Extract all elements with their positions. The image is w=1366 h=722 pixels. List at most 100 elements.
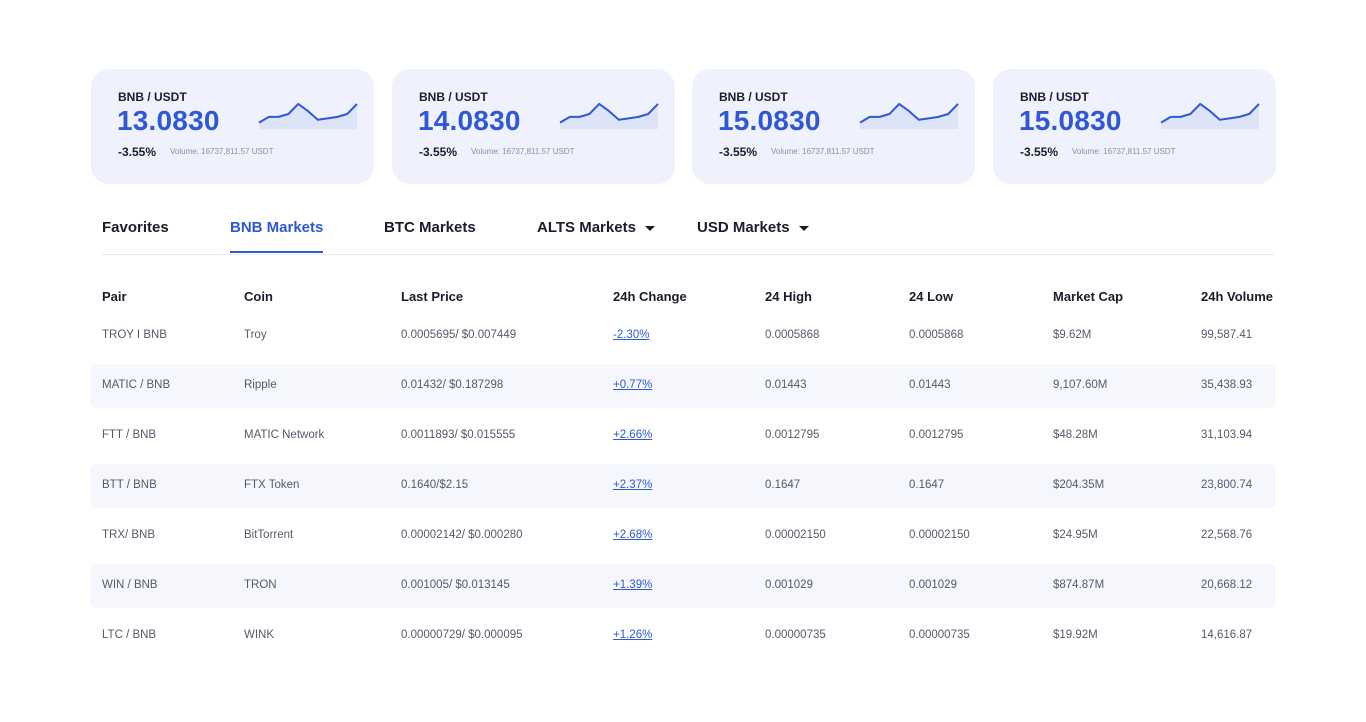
cell-last-price: 0.001005/ $0.013145 — [401, 579, 510, 591]
cell-pair: BTT / BNB — [102, 479, 157, 491]
ticker-card[interactable]: BNB / USDT 15.0830 -3.55% Volume: 16737,811… — [993, 69, 1276, 184]
cell-24h-volume: 14,616.87 — [1201, 629, 1253, 641]
cell-24h-high: 0.001029 — [765, 579, 813, 591]
cell-coin: TRON — [244, 579, 277, 591]
sparkline-line — [258, 102, 358, 124]
cell-last-price: 0.0005695/ $0.007449 — [401, 329, 517, 341]
markets-table: Pair Coin Last Price 24h Change 24 High 24 Lo… — [90, 282, 1280, 641]
tab-label: BTC Markets — [384, 219, 476, 236]
cell-market-cap: $24.95M — [1053, 529, 1098, 541]
cell-24h-low: 0.01443 — [909, 379, 951, 391]
cell-24h-high: 0.0012795 — [765, 429, 820, 441]
sparkline-line — [859, 102, 959, 124]
cell-24h-change[interactable]: +2.37% — [613, 479, 653, 491]
sparkline-chart — [859, 102, 959, 129]
cell-market-cap: 9,107.60M — [1053, 379, 1108, 391]
cell-24h-change[interactable]: +2.68% — [613, 529, 653, 541]
cell-coin: BitTorrent — [244, 529, 294, 541]
cell-last-price: 0.0011893/ $0.015555 — [401, 429, 516, 441]
sparkline-chart — [1160, 102, 1260, 129]
column-header-pair[interactable]: Pair — [102, 289, 127, 304]
ticker-change: -3.55% — [1020, 145, 1059, 159]
cell-24h-high: 0.1647 — [765, 479, 801, 491]
ticker-card[interactable]: BNB / USDT 13.0830 -3.55% Volume: 16737,811… — [91, 69, 374, 184]
cell-24h-change[interactable]: -2.30% — [613, 329, 650, 341]
cell-24h-volume: 22,568.76 — [1201, 529, 1253, 541]
ticker-pair: BNB / USDT — [719, 90, 788, 104]
cell-24h-volume: 23,800.74 — [1201, 479, 1253, 491]
cell-coin: Ripple — [244, 379, 277, 391]
cell-24h-volume: 99,587.41 — [1201, 329, 1253, 341]
ticker-price: 15.0830 — [1019, 105, 1122, 136]
cell-24h-volume: 31,103.94 — [1201, 429, 1253, 441]
cell-24h-high: 0.00002150 — [765, 529, 826, 541]
cell-24h-high: 0.01443 — [765, 379, 807, 391]
column-header-last-price[interactable]: Last Price — [401, 289, 464, 304]
cell-last-price: 0.00000729/ $0.000095 — [401, 629, 523, 641]
cell-pair: TRX/ BNB — [102, 529, 156, 541]
cell-coin: WINK — [244, 629, 275, 641]
cell-market-cap: $48.28M — [1053, 429, 1098, 441]
sparkline-chart — [559, 102, 659, 129]
cell-24h-low: 0.1647 — [909, 479, 945, 491]
column-header-market-cap[interactable]: Market Cap — [1053, 289, 1124, 304]
cell-last-price: 0.1640/$2.15 — [401, 479, 469, 491]
ticker-volume: Volume: 16737,811.57 USDT — [771, 147, 875, 156]
table-row[interactable]: TRX/ BNB BitTorrent 0.00002142/ $0.000280 +… — [90, 514, 1276, 558]
sparkline-area — [1161, 103, 1259, 129]
cell-market-cap: $19.92M — [1053, 629, 1098, 641]
tab-bnb-markets[interactable]: BNB Markets — [230, 219, 324, 253]
ticker-pair: BNB / USDT — [1020, 90, 1089, 104]
cell-last-price: 0.01432/ $0.187298 — [401, 379, 504, 391]
tab-favorites[interactable]: Favorites — [102, 219, 169, 236]
cell-24h-change[interactable]: +0.77% — [613, 379, 653, 391]
sparkline-line — [1160, 102, 1260, 124]
cell-market-cap: $204.35M — [1053, 479, 1105, 491]
column-header-24h-change[interactable]: 24h Change — [613, 289, 687, 304]
cell-coin: Troy — [244, 329, 267, 341]
ticker-price: 15.0830 — [718, 105, 821, 136]
tab-label: USD Markets — [697, 219, 790, 236]
cell-24h-change[interactable]: +1.26% — [613, 629, 653, 641]
table-row[interactable]: MATIC / BNB Ripple 0.01432/ $0.187298 +0.77… — [90, 364, 1276, 408]
cell-24h-change[interactable]: +1.39% — [613, 579, 653, 591]
tab-usd-markets[interactable]: USD Markets — [697, 219, 809, 236]
ticker-pair: BNB / USDT — [118, 90, 187, 104]
column-header-24h-low[interactable]: 24 Low — [909, 289, 954, 304]
cell-24h-change[interactable]: +2.66% — [613, 429, 653, 441]
column-header-coin[interactable]: Coin — [244, 289, 273, 304]
sparkline-line — [559, 102, 659, 124]
cell-pair: MATIC / BNB — [102, 379, 171, 391]
tab-label: BNB Markets — [230, 219, 324, 236]
table-row[interactable]: LTC / BNB WINK 0.00000729/ $0.000095 +1.26%… — [90, 614, 1276, 658]
cell-24h-low: 0.001029 — [909, 579, 957, 591]
column-header-24h-volume[interactable]: 24h Volume — [1201, 289, 1274, 304]
table-row[interactable]: FTT / BNB MATIC Network 0.0011893/ $0.0155… — [90, 414, 1276, 458]
sparkline-area — [259, 103, 357, 129]
table-row[interactable]: TROY I BNB Troy 0.0005695/ $0.007449 -2.30%… — [90, 314, 1276, 358]
ticker-card[interactable]: BNB / USDT 14.0830 -3.55% Volume: 16737,811… — [392, 69, 675, 184]
ticker-change: -3.55% — [419, 145, 458, 159]
cell-market-cap: $9.62M — [1053, 329, 1092, 341]
ticker-pair: BNB / USDT — [419, 90, 488, 104]
ticker-card[interactable]: BNB / USDT 15.0830 -3.55% Volume: 16737,811… — [692, 69, 975, 184]
table-row[interactable]: BTT / BNB FTX Token 0.1640/$2.15 +2.37% 0.16… — [90, 464, 1276, 508]
cell-24h-high: 0.00000735 — [765, 629, 826, 641]
cell-market-cap: $874.87M — [1053, 579, 1105, 591]
cell-24h-high: 0.0005868 — [765, 329, 820, 341]
cell-24h-low: 0.00000735 — [909, 629, 970, 641]
cell-pair: TROY I BNB — [102, 329, 167, 341]
ticker-price: 13.0830 — [117, 105, 220, 136]
cell-24h-low: 0.00002150 — [909, 529, 970, 541]
table-row[interactable]: WIN / BNB TRON 0.001005/ $0.013145 +1.39% 0.… — [90, 564, 1276, 608]
sparkline-chart — [258, 102, 358, 129]
cell-24h-volume: 35,438.93 — [1201, 379, 1253, 391]
ticker-volume: Volume: 16737,811.57 USDT — [471, 147, 575, 156]
cell-24h-volume: 20,668.12 — [1201, 579, 1253, 591]
ticker-change: -3.55% — [118, 145, 157, 159]
tab-alts-markets[interactable]: ALTS Markets — [537, 219, 655, 236]
tab-btc-markets[interactable]: BTC Markets — [384, 219, 476, 236]
column-header-24h-high[interactable]: 24 High — [765, 289, 812, 304]
market-tabs: Favorites BNB Markets BTC Markets ALTS Mark… — [102, 215, 1274, 255]
ticker-price: 14.0830 — [418, 105, 521, 136]
